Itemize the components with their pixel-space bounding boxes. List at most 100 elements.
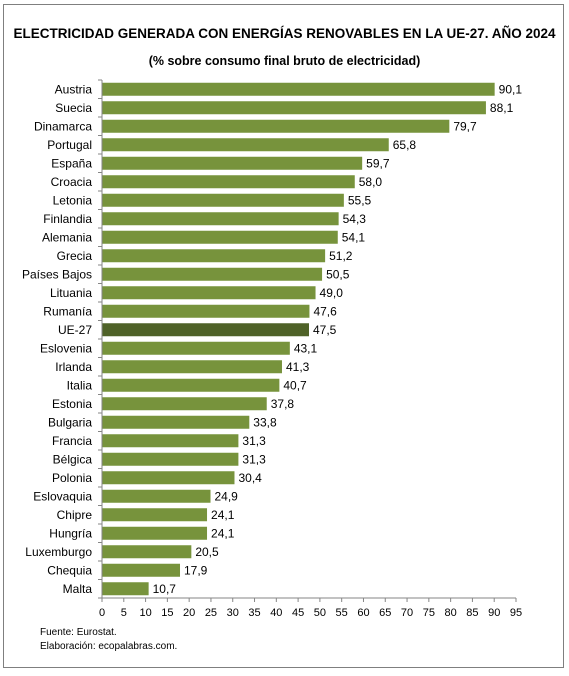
data-label: 47,5 bbox=[313, 323, 337, 337]
data-label: 43,1 bbox=[294, 341, 318, 355]
data-label: 54,3 bbox=[343, 212, 367, 226]
bar bbox=[102, 286, 316, 300]
x-tick-label: 35 bbox=[248, 607, 260, 619]
x-tick-label: 45 bbox=[292, 607, 304, 619]
x-tick-label: 20 bbox=[183, 607, 195, 619]
bar bbox=[102, 415, 250, 429]
data-label: 88,1 bbox=[490, 101, 514, 115]
category-label: Lituania bbox=[50, 286, 92, 300]
data-label: 59,7 bbox=[366, 156, 390, 170]
data-label: 24,1 bbox=[211, 508, 235, 522]
category-label: Rumanía bbox=[43, 304, 92, 318]
x-tick-label: 15 bbox=[161, 607, 173, 619]
data-label: 79,7 bbox=[453, 119, 477, 133]
bar bbox=[102, 341, 290, 355]
x-tick-label: 40 bbox=[270, 607, 282, 619]
bar bbox=[102, 156, 363, 170]
bar bbox=[102, 452, 239, 466]
chart-title: ELECTRICIDAD GENERADA CON ENERGÍAS RENOV… bbox=[13, 26, 556, 41]
category-label: Letonia bbox=[53, 193, 93, 207]
data-label: 54,1 bbox=[342, 230, 366, 244]
bar bbox=[102, 545, 192, 559]
source-note: Fuente: Eurostat. bbox=[40, 627, 117, 638]
category-label: Chequia bbox=[47, 563, 92, 577]
category-label: Dinamarca bbox=[34, 119, 92, 133]
x-tick-label: 60 bbox=[357, 607, 369, 619]
category-label: Chipre bbox=[57, 508, 93, 522]
bar bbox=[102, 489, 211, 503]
data-label: 49,0 bbox=[320, 286, 344, 300]
category-label: Estonia bbox=[52, 397, 92, 411]
data-label: 24,1 bbox=[211, 526, 235, 540]
category-label: Alemania bbox=[42, 230, 92, 244]
category-label: Bulgaria bbox=[48, 415, 92, 429]
bar bbox=[102, 175, 355, 189]
data-label: 51,2 bbox=[329, 249, 353, 263]
x-tick-label: 10 bbox=[139, 607, 151, 619]
x-tick-label: 0 bbox=[99, 607, 105, 619]
data-label: 65,8 bbox=[393, 138, 417, 152]
category-label: Suecia bbox=[55, 101, 92, 115]
credit-note: Elaboración: ecopalabras.com. bbox=[40, 641, 178, 652]
data-label: 40,7 bbox=[283, 378, 307, 392]
x-tick-label: 65 bbox=[379, 607, 391, 619]
bar bbox=[102, 82, 495, 96]
bar bbox=[102, 397, 267, 411]
category-label: Francia bbox=[52, 434, 92, 448]
chart-subtitle: (% sobre consumo final bruto de electric… bbox=[148, 54, 421, 68]
category-label: Finlandia bbox=[43, 212, 92, 226]
bar bbox=[102, 582, 149, 596]
bar bbox=[102, 119, 450, 133]
data-label: 31,3 bbox=[242, 434, 266, 448]
bar bbox=[102, 563, 181, 577]
data-label: 90,1 bbox=[499, 82, 523, 96]
data-label: 58,0 bbox=[359, 175, 383, 189]
bar bbox=[102, 378, 280, 392]
bar bbox=[102, 230, 338, 244]
category-label: Portugal bbox=[47, 138, 92, 152]
category-label: España bbox=[51, 156, 92, 170]
x-tick-label: 55 bbox=[336, 607, 348, 619]
category-label: Hungría bbox=[49, 526, 92, 540]
category-label: Luxemburgo bbox=[25, 545, 92, 559]
bar bbox=[102, 249, 326, 263]
data-label: 33,8 bbox=[253, 415, 277, 429]
category-label: Italia bbox=[67, 378, 93, 392]
bar bbox=[102, 323, 309, 337]
category-label: Eslovenia bbox=[40, 341, 92, 355]
category-label: UE-27 bbox=[58, 323, 92, 337]
data-label: 24,9 bbox=[215, 489, 239, 503]
category-label: Países Bajos bbox=[22, 267, 92, 281]
data-label: 31,3 bbox=[242, 452, 266, 466]
data-label: 47,6 bbox=[313, 304, 337, 318]
x-tick-label: 25 bbox=[205, 607, 217, 619]
x-tick-label: 90 bbox=[488, 607, 500, 619]
bar bbox=[102, 212, 339, 226]
data-label: 10,7 bbox=[153, 582, 177, 596]
data-label: 17,9 bbox=[184, 563, 208, 577]
category-label: Eslovaquia bbox=[33, 489, 92, 503]
data-label: 41,3 bbox=[286, 360, 310, 374]
bar bbox=[102, 138, 389, 152]
data-label: 50,5 bbox=[326, 267, 350, 281]
category-label: Grecia bbox=[57, 249, 93, 263]
x-tick-label: 30 bbox=[227, 607, 239, 619]
x-tick-label: 95 bbox=[510, 607, 522, 619]
data-label: 30,4 bbox=[238, 471, 262, 485]
x-tick-label: 80 bbox=[445, 607, 457, 619]
bar bbox=[102, 360, 282, 374]
category-label: Austria bbox=[55, 82, 93, 96]
data-label: 20,5 bbox=[195, 545, 219, 559]
x-tick-label: 70 bbox=[401, 607, 413, 619]
x-tick-label: 75 bbox=[423, 607, 435, 619]
bar bbox=[102, 193, 344, 207]
bar bbox=[102, 101, 486, 115]
data-label: 55,5 bbox=[348, 193, 372, 207]
category-label: Croacia bbox=[51, 175, 93, 189]
category-label: Bélgica bbox=[53, 452, 93, 466]
category-label: Irlanda bbox=[55, 360, 92, 374]
category-label: Polonia bbox=[52, 471, 92, 485]
bar bbox=[102, 526, 208, 540]
x-tick-label: 5 bbox=[121, 607, 127, 619]
